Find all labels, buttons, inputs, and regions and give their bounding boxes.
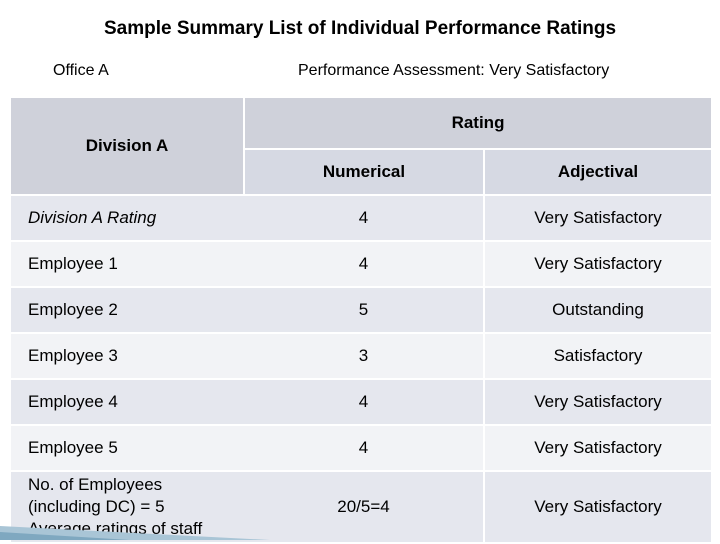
numerical-header: Numerical	[244, 149, 485, 196]
table-row: Employee 5 4 Very Satisfactory	[11, 425, 712, 472]
row-numerical: 5	[244, 287, 485, 334]
row-numerical: 4	[244, 241, 485, 288]
row-numerical: 4	[244, 425, 485, 472]
row-numerical: 4	[244, 195, 485, 242]
corner-decoration-accent	[0, 532, 130, 540]
office-label: Office A	[53, 62, 109, 79]
page-title: Sample Summary List of Individual Perfor…	[103, 18, 617, 39]
row-numerical: 3	[244, 333, 485, 380]
summary-adjectival: Very Satisfactory	[484, 471, 712, 544]
ratings-table: Division A Rating Numerical Adjectival D…	[11, 98, 712, 544]
row-adjectival: Very Satisfactory	[484, 425, 712, 472]
row-adjectival: Satisfactory	[484, 333, 712, 380]
summary-numerical: 20/5=4	[244, 471, 485, 544]
row-label: Employee 5	[11, 425, 244, 472]
row-label: Employee 3	[11, 333, 244, 380]
row-numerical: 4	[244, 379, 485, 426]
row-label: Division A Rating	[11, 195, 244, 242]
table-row: Employee 2 5 Outstanding	[11, 287, 712, 334]
division-header: Division A	[11, 98, 245, 196]
summary-label-line: No. of Employees	[28, 475, 163, 494]
table-row: Employee 1 4 Very Satisfactory	[11, 241, 712, 288]
row-adjectival: Very Satisfactory	[484, 379, 712, 426]
rating-header: Rating	[244, 98, 712, 150]
table-row: Division A Rating 4 Very Satisfactory	[11, 195, 712, 242]
row-label: Employee 1	[11, 241, 244, 288]
summary-label-line: (including DC) = 5	[28, 497, 165, 516]
row-label: Employee 4	[11, 379, 244, 426]
assessment-label: Performance Assessment: Very Satisfactor…	[298, 62, 610, 79]
table-row: Employee 4 4 Very Satisfactory	[11, 379, 712, 426]
table-row: Employee 3 3 Satisfactory	[11, 333, 712, 380]
adjectival-header: Adjectival	[484, 149, 712, 196]
row-adjectival: Very Satisfactory	[484, 241, 712, 288]
row-label: Employee 2	[11, 287, 244, 334]
row-adjectival: Very Satisfactory	[484, 195, 712, 242]
row-adjectival: Outstanding	[484, 287, 712, 334]
